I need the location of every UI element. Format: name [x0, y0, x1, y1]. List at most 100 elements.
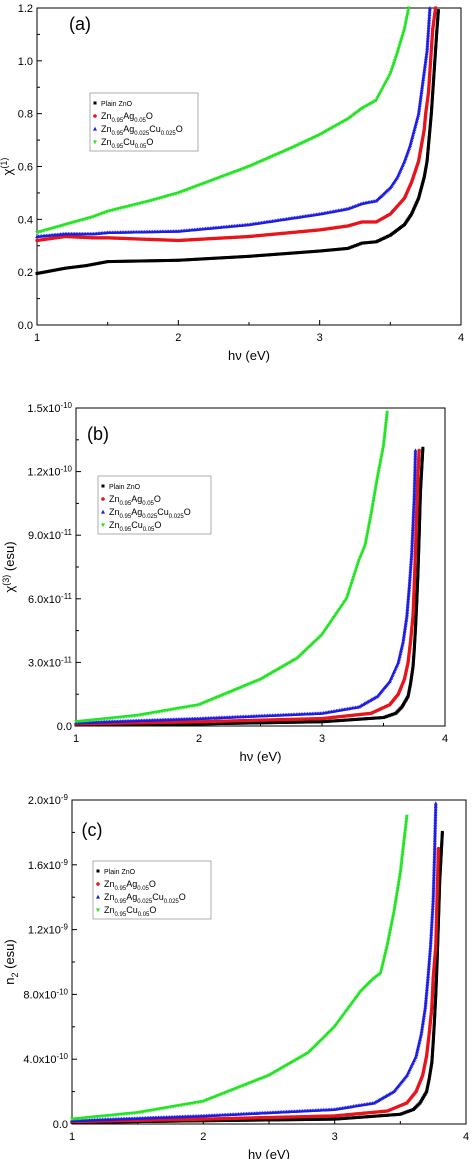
- data-point: [374, 716, 378, 720]
- data-point: [375, 474, 380, 479]
- data-point: [411, 666, 415, 670]
- data-point: [120, 259, 124, 263]
- data-point: [70, 265, 74, 269]
- data-point: [369, 509, 374, 513]
- data-point: [383, 426, 388, 431]
- data-point: [345, 1116, 349, 1120]
- data-point: [437, 911, 441, 915]
- data-point: [372, 492, 377, 496]
- data-point: [320, 720, 324, 724]
- data-point: [376, 468, 381, 473]
- data-point: [414, 611, 418, 615]
- data-point: [381, 441, 386, 445]
- data-point: [415, 590, 419, 594]
- data-point: [245, 721, 249, 725]
- data-point: [416, 570, 420, 574]
- data-point: [409, 682, 413, 686]
- data-point: [409, 680, 413, 684]
- data-point: [432, 65, 436, 69]
- data-point: [286, 720, 290, 724]
- data-point: [274, 252, 278, 256]
- data-point: [430, 105, 434, 109]
- data-point: [426, 1085, 430, 1089]
- data-point: [395, 891, 399, 896]
- data-point: [428, 126, 432, 130]
- data-point: [412, 646, 416, 650]
- data-point: [368, 517, 373, 521]
- data-point: [438, 868, 442, 872]
- data-point: [437, 894, 441, 898]
- data-point: [250, 721, 254, 725]
- data-point: [358, 1115, 362, 1119]
- data-point: [208, 722, 212, 726]
- data-point: [419, 186, 423, 190]
- data-point: [289, 1118, 293, 1122]
- data-point: [49, 269, 53, 273]
- data-point: [418, 190, 422, 194]
- data-point: [431, 92, 435, 96]
- data-point: [372, 495, 377, 499]
- data-point: [184, 722, 188, 726]
- data-point: [403, 22, 408, 27]
- data-point: [295, 251, 299, 255]
- data-point: [395, 890, 400, 894]
- data-point: [232, 721, 236, 725]
- data-point: [291, 1118, 295, 1122]
- data-point: [437, 890, 441, 894]
- data-point: [415, 596, 419, 600]
- data-point: [251, 721, 255, 725]
- y-tick-label: 9.0x10-11: [28, 528, 73, 542]
- data-point: [380, 451, 385, 455]
- data-point: [309, 1117, 313, 1121]
- data-point: [381, 444, 386, 449]
- data-point: [418, 489, 422, 493]
- data-point: [417, 543, 421, 547]
- data-point: [276, 252, 280, 256]
- data-point: [216, 256, 220, 260]
- data-point: [345, 718, 349, 722]
- data-point: [383, 428, 388, 433]
- y-tick-label: 3.0x10-11: [28, 655, 73, 669]
- data-point: [334, 719, 338, 723]
- data-point: [360, 1115, 364, 1119]
- data-point: [417, 196, 421, 200]
- data-point: [418, 521, 422, 525]
- data-point: [391, 913, 396, 917]
- data-point: [394, 894, 399, 899]
- data-point: [355, 717, 359, 721]
- data-point: [366, 241, 370, 245]
- data-point: [413, 641, 417, 645]
- data-point: [434, 997, 438, 1001]
- data-point: [424, 167, 428, 171]
- data-point: [425, 158, 429, 162]
- data-point: [420, 183, 424, 187]
- data-point: [440, 837, 444, 841]
- data-point: [425, 162, 429, 166]
- data-point: [370, 506, 375, 510]
- data-point: [419, 484, 423, 488]
- data-point: [429, 118, 433, 122]
- data-point: [417, 541, 421, 545]
- data-point: [417, 546, 421, 550]
- data-point: [419, 189, 423, 193]
- data-point: [402, 26, 407, 30]
- data-point: [330, 248, 334, 252]
- data-point: [168, 258, 172, 262]
- data-point: [436, 16, 440, 20]
- legend-label: Plain ZnO: [101, 101, 133, 108]
- data-point: [400, 850, 405, 855]
- data-point: [375, 716, 379, 720]
- y-tick-label: 1.5x10-10: [27, 401, 72, 415]
- data-point: [319, 249, 323, 253]
- data-point: [419, 480, 423, 484]
- data-point: [230, 1118, 234, 1122]
- data-point: [418, 492, 422, 496]
- data-point: [434, 48, 438, 52]
- data-point: [435, 957, 439, 961]
- data-point: [60, 267, 64, 271]
- data-point: [349, 1116, 353, 1120]
- data-point: [401, 846, 406, 850]
- data-point: [434, 39, 438, 43]
- data-point: [439, 850, 443, 854]
- series-ag: [70, 846, 441, 1124]
